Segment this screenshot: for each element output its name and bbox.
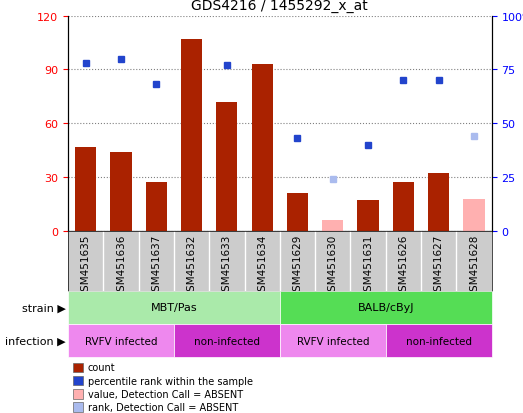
Text: GSM451632: GSM451632 — [187, 234, 197, 297]
Text: percentile rank within the sample: percentile rank within the sample — [88, 376, 253, 386]
Text: strain ▶: strain ▶ — [21, 303, 65, 313]
Text: GSM451634: GSM451634 — [257, 234, 267, 297]
Text: RVFV infected: RVFV infected — [297, 336, 369, 346]
Bar — [322, 221, 343, 231]
Text: non-infected: non-infected — [406, 336, 472, 346]
Text: RVFV infected: RVFV infected — [85, 336, 157, 346]
Bar — [280, 291, 492, 324]
Text: BALB/cByJ: BALB/cByJ — [357, 303, 414, 313]
Text: value, Detection Call = ABSENT: value, Detection Call = ABSENT — [88, 389, 243, 399]
Title: GDS4216 / 1455292_x_at: GDS4216 / 1455292_x_at — [191, 0, 368, 13]
Text: GSM451630: GSM451630 — [328, 234, 338, 297]
Bar — [385, 324, 492, 357]
Bar — [252, 65, 272, 231]
Bar — [174, 324, 280, 357]
Bar — [68, 291, 280, 324]
Text: GSM451626: GSM451626 — [399, 234, 408, 297]
Text: MBT/Pas: MBT/Pas — [151, 303, 197, 313]
Bar — [280, 324, 385, 357]
Text: non-infected: non-infected — [194, 336, 260, 346]
Bar — [463, 199, 484, 231]
Bar — [110, 152, 131, 231]
Text: count: count — [88, 363, 116, 373]
Bar — [181, 40, 202, 231]
Bar — [216, 102, 237, 231]
Bar — [68, 324, 174, 357]
Bar — [287, 194, 308, 231]
Bar — [145, 183, 167, 231]
Text: GSM451631: GSM451631 — [363, 234, 373, 297]
Bar — [428, 174, 449, 231]
Text: GSM451628: GSM451628 — [469, 234, 479, 297]
Text: GSM451629: GSM451629 — [292, 234, 302, 297]
Text: GSM451636: GSM451636 — [116, 234, 126, 297]
Text: GSM451637: GSM451637 — [151, 234, 161, 297]
Text: GSM451633: GSM451633 — [222, 234, 232, 297]
Text: GSM451635: GSM451635 — [81, 234, 90, 297]
Text: GSM451627: GSM451627 — [434, 234, 444, 297]
Bar — [393, 183, 414, 231]
Text: rank, Detection Call = ABSENT: rank, Detection Call = ABSENT — [88, 402, 238, 412]
Bar — [75, 147, 96, 231]
Text: infection ▶: infection ▶ — [5, 336, 65, 346]
Bar — [357, 201, 379, 231]
